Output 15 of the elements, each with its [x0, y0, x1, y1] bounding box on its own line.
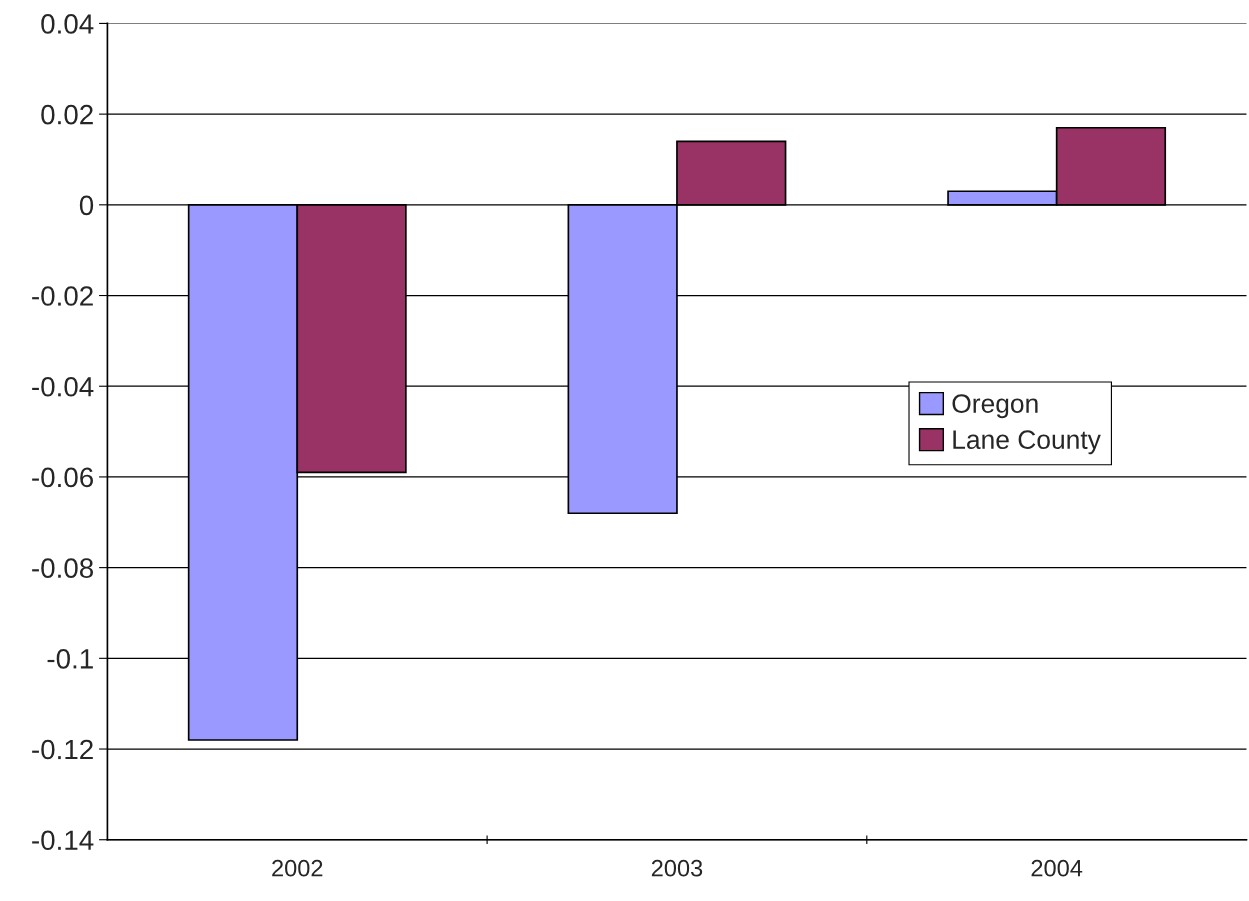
x-tick-label: 2004 [1031, 859, 1083, 877]
y-tick-label: -0.04 [32, 376, 94, 397]
legend-label: Lane County [953, 430, 1101, 455]
x-tick-label: 2003 [651, 859, 703, 877]
y-tick-label: 0.04 [41, 14, 94, 34]
y-tick-label: 0 [79, 195, 94, 216]
x-tick-label: 2002 [272, 859, 323, 877]
y-tick-label: -0.12 [32, 739, 93, 760]
y-tick-label: 0.02 [41, 104, 93, 125]
y-tick-label: -0.08 [32, 558, 94, 578]
y-tick-label: -0.1 [47, 649, 93, 669]
y-tick-label: -0.06 [32, 467, 93, 488]
y-tick-label: -0.14 [32, 830, 94, 851]
legend-label: Oregon [952, 394, 1038, 419]
y-tick-label: -0.02 [32, 286, 93, 306]
